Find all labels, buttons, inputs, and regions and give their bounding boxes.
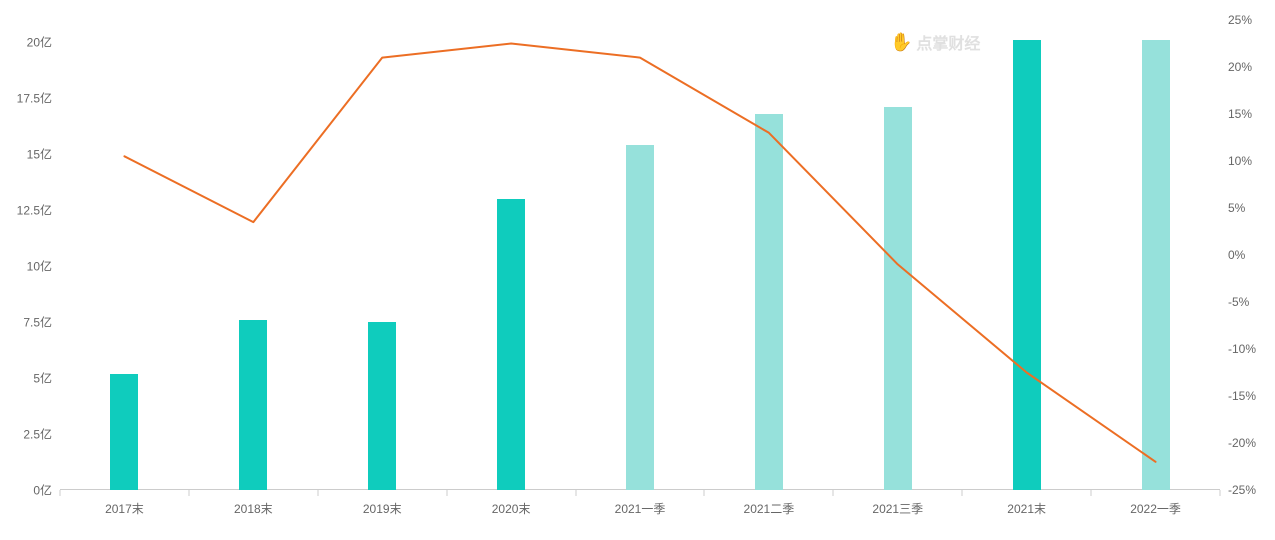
x-tick-label: 2021末: [1007, 500, 1046, 517]
y-left-tick-label: 17.5亿: [17, 90, 52, 107]
y-left-tick-label: 20亿: [27, 34, 52, 51]
y-right-tick-label: -15%: [1228, 389, 1256, 403]
y-right-tick-label: -5%: [1228, 295, 1249, 309]
x-tick-mark: [833, 490, 834, 496]
x-tick-label: 2017末: [105, 500, 144, 517]
y-left-tick-label: 12.5亿: [17, 202, 52, 219]
y-left-tick-label: 10亿: [27, 258, 52, 275]
x-tick-mark: [446, 490, 447, 496]
y-right-tick-label: 25%: [1228, 13, 1252, 27]
y-right-tick-label: -10%: [1228, 342, 1256, 356]
combo-chart: 0亿 2.5亿 5亿 7.5亿 10亿 12.5亿 15亿 17.5亿 20亿 -25% -20%…: [0, 0, 1275, 540]
y-left-tick-label: 7.5亿: [23, 314, 52, 331]
x-tick-mark: [1091, 490, 1092, 496]
x-tick-mark: [575, 490, 576, 496]
y-left-tick-label: 15亿: [27, 146, 52, 163]
y-axis-left: 0亿2.5亿5亿7.5亿10亿12.5亿15亿17.5亿20亿: [0, 20, 52, 490]
x-tick-mark: [317, 490, 318, 496]
y-right-tick-label: 15%: [1228, 107, 1252, 121]
y-left-tick-label: 5亿: [33, 370, 52, 387]
x-tick-label: 2019末: [363, 500, 402, 517]
x-tick-mark: [60, 490, 61, 496]
x-tick-mark: [188, 490, 189, 496]
y-right-tick-label: 20%: [1228, 60, 1252, 74]
x-tick-mark: [962, 490, 963, 496]
x-tick-label: 2021二季: [744, 500, 795, 517]
plot-area: [60, 20, 1220, 490]
hand-icon: ✋: [890, 32, 912, 53]
y-left-tick-label: 2.5亿: [23, 426, 52, 443]
y-left-tick-label: 0亿: [33, 482, 52, 499]
y-right-tick-label: 0%: [1228, 248, 1245, 262]
x-axis: 2017末 2018末 2019末 2020末 2021一季 2021二季 2021三季 20…: [60, 490, 1220, 530]
x-tick-mark: [1220, 490, 1221, 496]
y-right-tick-label: -20%: [1228, 436, 1256, 450]
x-tick-label: 2018末: [234, 500, 273, 517]
y-right-tick-label: 5%: [1228, 201, 1245, 215]
x-tick-label: 2022一季: [1130, 500, 1181, 517]
watermark: ✋ 点掌财经: [890, 30, 980, 54]
x-tick-mark: [704, 490, 705, 496]
x-tick-label: 2021一季: [615, 500, 666, 517]
y-right-tick-label: 10%: [1228, 154, 1252, 168]
x-tick-label: 2020末: [492, 500, 531, 517]
watermark-text: 点掌财经: [916, 30, 980, 54]
line-series: [60, 20, 1220, 490]
y-axis-right: -25%-20%-15%-10%-5%0%5%10%15%20%25%: [1228, 20, 1275, 490]
y-right-tick-label: -25%: [1228, 483, 1256, 497]
x-tick-label: 2021三季: [872, 500, 923, 517]
